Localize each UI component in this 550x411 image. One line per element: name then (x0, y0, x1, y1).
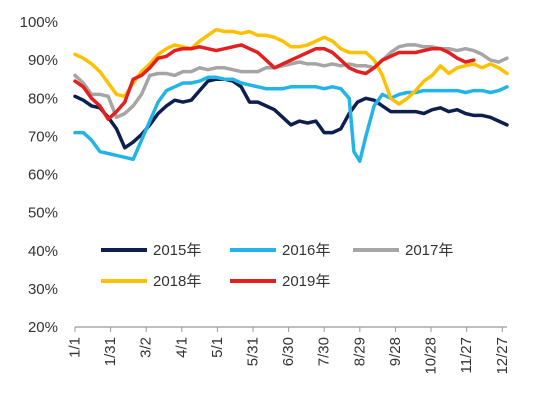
x-tick-label: 1/1 (67, 337, 84, 358)
x-tick-label: 1/31 (102, 337, 119, 366)
x-axis: 1/1 1/31 3/2 4/1 5/1 5/31 6/30 7/30 8/29 9/28 10/2… (67, 326, 511, 375)
legend: 2015年 2016年 2017年 2018年 2019年 (101, 242, 453, 290)
legend-label: 2018年 (153, 273, 201, 290)
x-tick-label: 7/30 (316, 337, 333, 366)
series-line-2016年 (73, 75, 509, 163)
legend-label: 2017年 (405, 242, 453, 259)
x-tick-label: 5/31 (245, 337, 262, 366)
legend-label: 2019年 (282, 273, 330, 290)
legend-label: 2016年 (282, 242, 330, 259)
series-line-2019年 (73, 43, 476, 121)
y-tick-label: 70% (28, 128, 58, 145)
x-tick-label: 6/30 (280, 337, 297, 366)
y-tick-label: 80% (28, 90, 58, 107)
y-axis-labels: 20% 30% 40% 50% 60% 70% 80% 90% 100% (20, 14, 58, 336)
series-line-2018年 (73, 27, 509, 106)
x-tick-label: 12/27 (494, 337, 511, 375)
series-line-2017年 (73, 43, 509, 120)
y-tick-label: 90% (28, 52, 58, 69)
x-tick-label: 8/29 (351, 337, 368, 366)
y-tick-label: 30% (28, 281, 58, 298)
y-tick-label: 20% (28, 319, 58, 336)
legend-label: 2015年 (153, 242, 201, 259)
x-tick-label: 9/28 (387, 337, 404, 366)
x-tick-label: 3/2 (138, 337, 155, 358)
series-lines (73, 27, 509, 163)
y-tick-label: 100% (20, 14, 58, 31)
x-tick-label: 5/1 (209, 337, 226, 358)
x-tick-label: 10/28 (423, 337, 440, 375)
y-tick-label: 60% (28, 167, 58, 184)
x-tick-label: 11/27 (458, 337, 475, 373)
y-tick-label: 50% (28, 205, 58, 222)
y-tick-label: 40% (28, 243, 58, 260)
x-tick-label: 4/1 (173, 337, 190, 358)
